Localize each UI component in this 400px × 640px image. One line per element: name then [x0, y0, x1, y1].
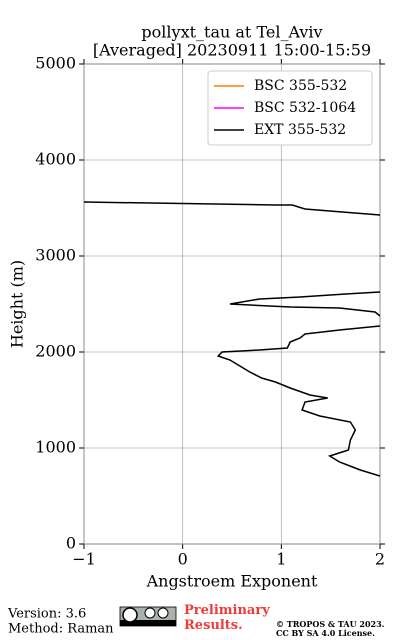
notice: Preliminary Results.	[184, 603, 270, 633]
x-axis-label: Angstroem Exponent	[146, 572, 318, 591]
y-tick-label: 4000	[35, 150, 76, 169]
legend-label: BSC 532-1064	[254, 100, 356, 116]
chart-title: pollyxt_tau at Tel_Aviv	[141, 23, 322, 42]
chart-subtitle: [Averaged] 20230911 15:00-15:59	[93, 41, 371, 60]
legend-label: EXT 355-532	[254, 122, 346, 138]
x-tick-label: 0	[178, 550, 188, 569]
y-tick-label: 3000	[35, 246, 76, 265]
y-tick-label: 5000	[35, 54, 76, 73]
legend-label: BSC 355-532	[254, 78, 347, 94]
x-tick-label: 1	[276, 550, 286, 569]
x-tick-label: 2	[375, 550, 385, 569]
x-tick-label: −1	[72, 550, 96, 569]
legend-box	[207, 70, 373, 146]
copyright: © TROPOS & TAU 2023.	[276, 619, 385, 629]
line	[84, 201, 380, 477]
method: Method: Raman	[8, 622, 114, 637]
y-axis-label: Height (m)	[8, 260, 27, 348]
y-tick-label: 2000	[35, 342, 76, 361]
version: Version: 3.6	[7, 607, 86, 622]
license: CC BY SA 4.0 License.	[276, 628, 375, 638]
cc-badge	[119, 606, 177, 627]
y-tick-label: 0	[66, 534, 76, 553]
y-tick-label: 1000	[35, 438, 76, 457]
